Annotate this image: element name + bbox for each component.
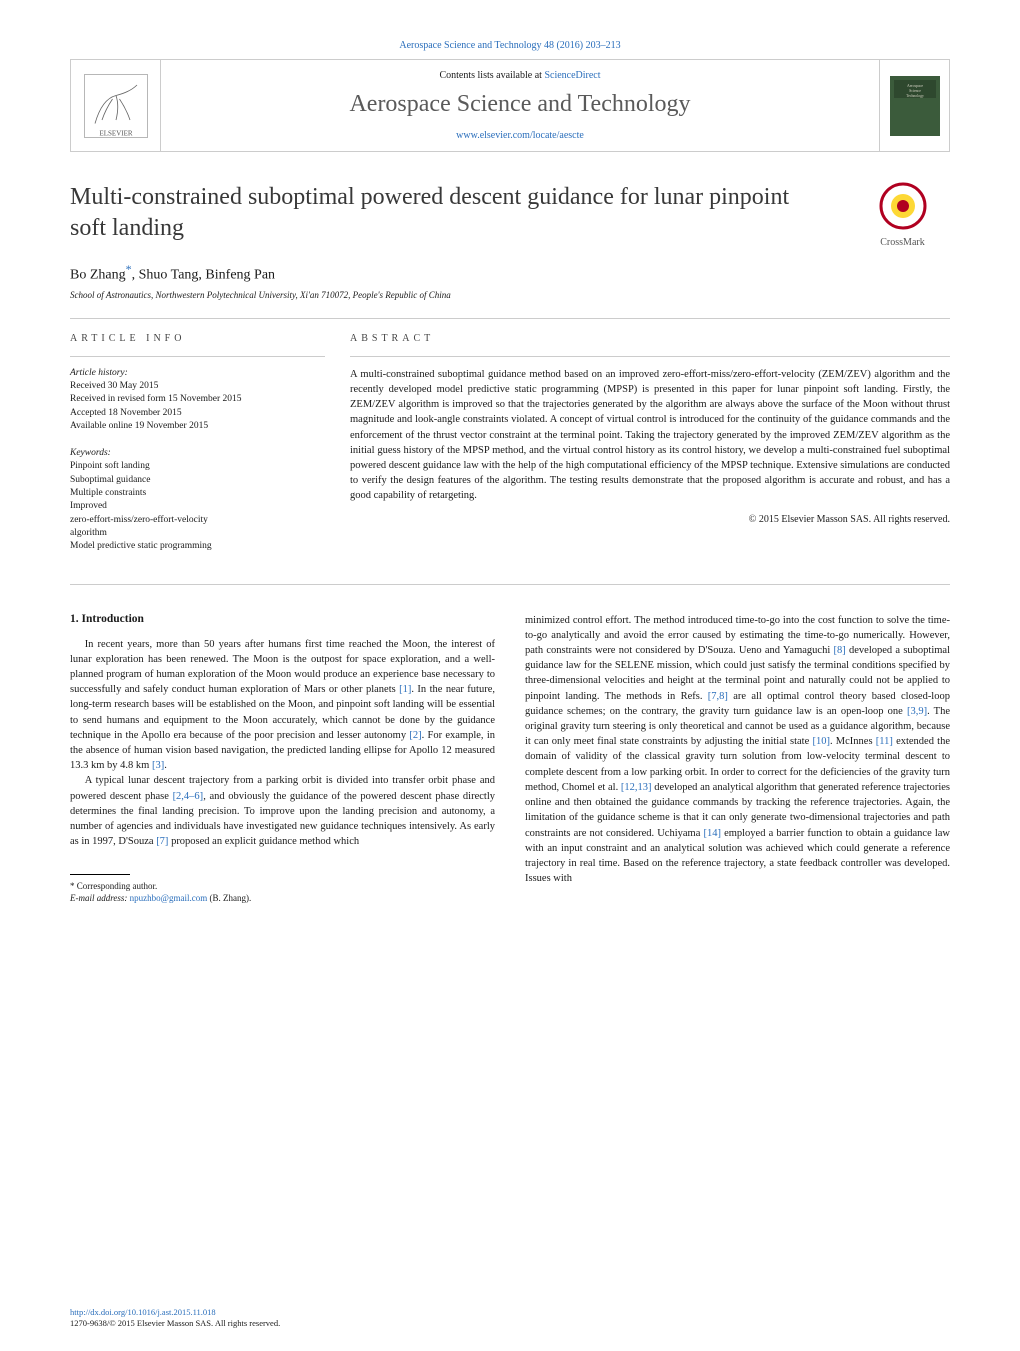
sciencedirect-link[interactable]: ScienceDirect: [544, 70, 600, 81]
issn-copyright: 1270-9638/© 2015 Elsevier Masson SAS. Al…: [70, 1318, 280, 1329]
author-list: Bo Zhang*, Shuo Tang, Binfeng Pan: [70, 262, 950, 284]
email-owner: (B. Zhang).: [209, 893, 251, 903]
body-column-left: 1. Introduction In recent years, more th…: [70, 613, 495, 905]
article-history-block: Article history: Received 30 May 2015 Re…: [70, 367, 325, 433]
journal-cover-thumbnail: Aerospace Science Technology: [879, 60, 949, 151]
email-link[interactable]: npuzhbo@gmail.com: [130, 893, 208, 903]
abstract-heading: ABSTRACT: [350, 333, 950, 344]
article-info-heading: ARTICLE INFO: [70, 333, 325, 344]
header-center: Contents lists available at ScienceDirec…: [161, 60, 879, 151]
article-title: Multi-constrained suboptimal powered des…: [70, 182, 825, 244]
keyword: Pinpoint soft landing: [70, 460, 325, 473]
history-line: Received 30 May 2015: [70, 380, 325, 393]
journal-url[interactable]: www.elsevier.com/locate/aescte: [161, 130, 879, 141]
svg-text:ELSEVIER: ELSEVIER: [99, 129, 132, 137]
history-line: Accepted 18 November 2015: [70, 407, 325, 420]
footnote-star: *: [70, 881, 75, 891]
keyword: Improved: [70, 500, 325, 513]
crossmark-icon: [879, 182, 927, 230]
body-paragraph: A typical lunar descent trajectory from …: [70, 773, 495, 849]
keyword: algorithm: [70, 527, 325, 540]
title-row: Multi-constrained suboptimal powered des…: [70, 182, 950, 248]
crossmark-label: CrossMark: [855, 237, 950, 248]
divider-info: [70, 356, 325, 357]
footnote-separator: [70, 874, 130, 875]
affiliation: School of Astronautics, Northwestern Pol…: [70, 290, 950, 300]
svg-text:Science: Science: [909, 89, 921, 93]
email-footnote: E-mail address: npuzhbo@gmail.com (B. Zh…: [70, 892, 495, 905]
journal-name: Aerospace Science and Technology: [161, 91, 879, 118]
body-paragraph: In recent years, more than 50 years afte…: [70, 637, 495, 774]
keyword: Multiple constraints: [70, 487, 325, 500]
abstract-copyright: © 2015 Elsevier Masson SAS. All rights r…: [350, 514, 950, 525]
contents-prefix: Contents lists available at: [439, 70, 544, 81]
svg-text:Aerospace: Aerospace: [906, 84, 922, 88]
history-line: Available online 19 November 2015: [70, 420, 325, 433]
doi-link[interactable]: http://dx.doi.org/10.1016/j.ast.2015.11.…: [70, 1307, 280, 1318]
page-footer: http://dx.doi.org/10.1016/j.ast.2015.11.…: [70, 1307, 280, 1329]
corresponding-author-footnote: * Corresponding author.: [70, 880, 495, 893]
article-info-column: ARTICLE INFO Article history: Received 3…: [70, 333, 325, 568]
author-1: Bo Zhang: [70, 268, 126, 283]
journal-header-box: ELSEVIER Contents lists available at Sci…: [70, 59, 950, 152]
email-label: E-mail address:: [70, 893, 127, 903]
divider-body: [70, 584, 950, 585]
contents-available-line: Contents lists available at ScienceDirec…: [161, 70, 879, 81]
section-1-heading: 1. Introduction: [70, 613, 495, 625]
body-paragraph: minimized control effort. The method int…: [525, 613, 950, 887]
body-column-right: minimized control effort. The method int…: [525, 613, 950, 905]
history-label: Article history:: [70, 367, 325, 380]
keyword: Model predictive static programming: [70, 540, 325, 553]
journal-citation-header: Aerospace Science and Technology 48 (201…: [70, 40, 950, 51]
footnote-corr: Corresponding author.: [77, 881, 158, 891]
history-line: Received in revised form 15 November 201…: [70, 393, 325, 406]
meta-abstract-row: ARTICLE INFO Article history: Received 3…: [70, 319, 950, 584]
crossmark-badge[interactable]: CrossMark: [855, 182, 950, 248]
elsevier-logo: ELSEVIER: [71, 60, 161, 151]
authors-rest: , Shuo Tang, Binfeng Pan: [132, 268, 275, 283]
abstract-column: ABSTRACT A multi-constrained suboptimal …: [350, 333, 950, 568]
keyword: Suboptimal guidance: [70, 474, 325, 487]
body-columns: 1. Introduction In recent years, more th…: [70, 613, 950, 905]
svg-text:Technology: Technology: [906, 94, 924, 98]
keywords-block: Keywords: Pinpoint soft landing Suboptim…: [70, 447, 325, 553]
keyword: zero-effort-miss/zero-effort-velocity: [70, 514, 325, 527]
keywords-label: Keywords:: [70, 447, 325, 460]
abstract-text: A multi-constrained suboptimal guidance …: [350, 367, 950, 504]
divider-abstract: [350, 356, 950, 357]
